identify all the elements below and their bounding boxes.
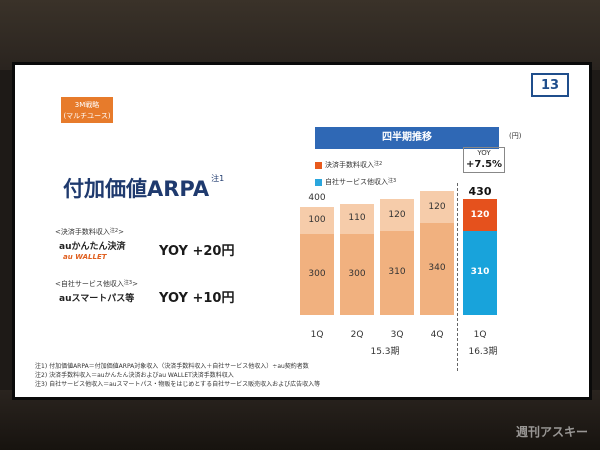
- title-text: 付加価値ARPA: [63, 177, 210, 201]
- bar-segment-own-service: 300: [300, 234, 334, 315]
- au-smartpass-brand: auスマートパス等: [59, 294, 135, 304]
- legend-swatch-payment-fee: [315, 161, 322, 169]
- own-service-yoy: YOY +10円: [159, 291, 235, 306]
- bar-segment-payment-fee: 100: [300, 207, 334, 234]
- chart-title: 四半期推移: [315, 127, 499, 149]
- legend-item-payment-fee: 決済手数料収入注2: [315, 160, 382, 170]
- presentation-screen: 3M戦略 (マルチユース) 13 付加価値ARPA 注1 <決済手数料収入注2> …: [12, 62, 592, 400]
- au-wallet-logo: au WALLET: [63, 253, 107, 261]
- legend-item-own-service: 自社サービス他収入注3: [315, 177, 396, 187]
- legend-label-own-service: 自社サービス他収入: [325, 178, 388, 186]
- footnote-2: 注2) 決済手数料収入＝auかんたん決済およびau WALLET決済手数料収入: [35, 372, 234, 379]
- bar-segment-own-service: 310: [380, 231, 414, 315]
- x-axis-label: 1Q: [473, 330, 487, 340]
- legend-label-payment-fee: 決済手数料収入: [325, 161, 374, 169]
- x-axis-label: 1Q: [310, 330, 324, 340]
- bar-segment-payment-fee: 120: [463, 198, 497, 232]
- own-service-label-end: >: [132, 280, 138, 288]
- slide-title: 付加価値ARPA 注1: [63, 173, 224, 203]
- watermark-logo: 週刊アスキー: [515, 425, 588, 439]
- chart-unit: (円): [509, 132, 522, 140]
- period-divider: [457, 183, 458, 371]
- title-note: 注1: [211, 174, 225, 183]
- own-service-label: <自社サービス他収入注3>: [55, 279, 138, 289]
- x-axis-label: 4Q: [430, 330, 444, 340]
- payment-fee-label-text: <決済手数料収入: [55, 228, 110, 236]
- bar-total-label: 400: [308, 193, 326, 203]
- bar-total-label: 430: [468, 184, 492, 198]
- yoy-growth-box: YOY +7.5%: [463, 147, 505, 173]
- payment-fee-note: 注2: [109, 228, 119, 234]
- own-service-note: 注3: [123, 280, 133, 286]
- x-axis-label: 3Q: [390, 330, 404, 340]
- yoy-growth-label: YOY: [477, 149, 491, 157]
- page-number: 13: [531, 73, 569, 97]
- bar-segment-own-service: 340: [420, 223, 454, 315]
- bar-segment-payment-fee: 110: [340, 204, 374, 234]
- period-label-fy15: 15.3期: [370, 347, 400, 357]
- payment-fee-label-end: >: [118, 228, 124, 236]
- strategy-badge-line2: (マルチユース): [63, 112, 111, 120]
- legend-note-own-service: 注3: [388, 178, 397, 184]
- footnote-1: 注1) 付加価値ARPA＝付加価値ARPA対象収入（決済手数料収入＋自社サービス…: [35, 363, 309, 370]
- room-background-bottom: [0, 390, 600, 450]
- room-background-top: [0, 0, 600, 70]
- strategy-badge: 3M戦略 (マルチユース): [61, 97, 113, 123]
- bar-segment-payment-fee: 120: [380, 198, 414, 232]
- footnote-3: 注3) 自社サービス他収入＝auスマートパス・物販をはじめとする自社サービス販売…: [35, 381, 321, 388]
- x-axis-label: 2Q: [350, 330, 364, 340]
- bar-segment-own-service: 300: [340, 234, 374, 315]
- bar-segment-own-service: 310: [463, 231, 497, 315]
- payment-fee-yoy: YOY +20円: [159, 244, 235, 259]
- legend-swatch-own-service: [315, 178, 322, 186]
- yoy-growth-value: +7.5%: [465, 159, 503, 170]
- strategy-badge-line1: 3M戦略: [74, 101, 100, 109]
- own-service-label-text: <自社サービス他収入: [55, 280, 124, 288]
- payment-fee-label: <決済手数料収入注2>: [55, 227, 124, 237]
- legend-note-payment-fee: 注2: [374, 161, 383, 167]
- au-kantan-brand: auかんたん決済: [59, 242, 126, 252]
- period-label-fy16: 16.3期: [468, 347, 498, 357]
- bar-segment-payment-fee: 120: [420, 190, 454, 224]
